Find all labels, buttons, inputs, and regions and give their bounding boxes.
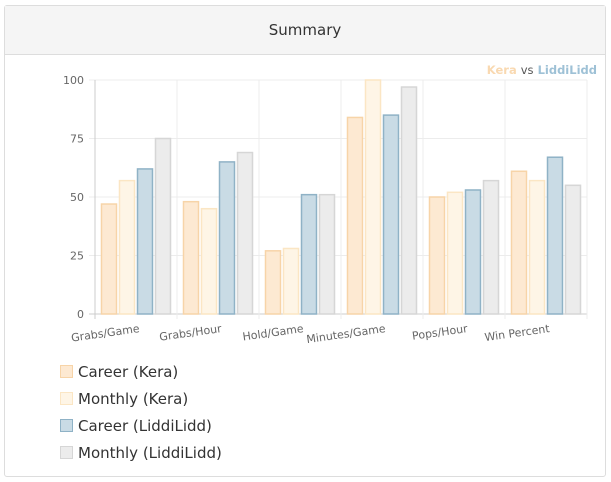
bar [200,207,218,315]
panel-header: Summary [5,6,605,55]
legend-swatch [60,446,73,459]
corner-legend-vs: vs [520,63,534,77]
corner-legend-player1: Kera [486,63,517,77]
y-tick-label: 50 [70,191,84,204]
bar [464,189,482,315]
y-tick-label: 75 [70,133,84,146]
bar [318,193,336,315]
bar [154,137,172,315]
legend-label: Career (LiddiLidd) [78,416,212,435]
legend-swatch [60,419,73,432]
bar [282,247,300,315]
legend-swatch [60,392,73,405]
bar [346,116,364,315]
x-tick-label: Win Percent [484,322,551,344]
corner-legend-player2: LiddiLidd [537,63,597,77]
y-tick-label: 0 [77,308,84,321]
panel-title: Summary [268,21,342,39]
legend-item-monthly-liddilidd[interactable]: Monthly (LiddiLidd) [60,439,222,466]
bar [400,86,418,315]
bar [482,179,500,315]
corner-legend: Kera vs LiddiLidd [487,63,597,77]
bar [264,250,282,315]
bar [218,161,236,315]
legend-item-monthly-kera[interactable]: Monthly (Kera) [60,385,222,412]
y-tick-label: 100 [63,74,84,87]
bar [236,151,254,315]
bar [546,156,564,315]
x-tick-label: Grabs/Game [70,322,140,345]
x-tick-label: Pops/Hour [411,322,469,343]
bar [118,179,136,315]
x-tick-label: Grabs/Hour [159,322,223,344]
legend-label: Monthly (LiddiLidd) [78,443,222,462]
legend-item-career-kera[interactable]: Career (Kera) [60,358,222,385]
bar [564,184,582,315]
bar [382,114,400,315]
bar [182,200,200,315]
y-tick-label: 25 [70,250,84,263]
bar [428,196,446,315]
x-tick-label: Hold/Game [242,322,305,343]
chart-legend: Career (Kera) Monthly (Kera) Career (Lid… [60,358,222,466]
legend-label: Monthly (Kera) [78,389,189,408]
bar [364,79,382,315]
legend-swatch [60,365,73,378]
bar [100,203,118,315]
bar [446,191,464,315]
bar [300,193,318,315]
legend-label: Career (Kera) [78,362,179,381]
x-tick-label: Minutes/Game [306,322,387,346]
bar [136,168,154,315]
bar [528,179,546,315]
bar [510,170,528,315]
legend-item-career-liddilidd[interactable]: Career (LiddiLidd) [60,412,222,439]
